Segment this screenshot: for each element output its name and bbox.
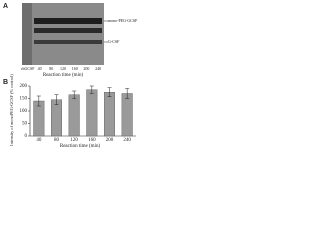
gel — [22, 3, 108, 65]
x-axis-label: Reaction time (min) — [60, 144, 101, 149]
bar — [51, 99, 63, 137]
gel-background — [22, 3, 104, 65]
lane-label: rhGCSF — [21, 66, 35, 71]
bar — [68, 94, 80, 137]
lane-label: 240 — [95, 66, 101, 71]
panel-label: B — [3, 79, 8, 86]
band-label: mono-PEG-GCSF — [108, 18, 138, 23]
bar — [86, 89, 98, 137]
x-tick-label: 240 — [123, 138, 131, 143]
error-bar — [36, 95, 41, 107]
y-tick-label: 50 — [22, 122, 28, 127]
bar — [103, 92, 115, 137]
lane-label: 80 — [49, 66, 53, 71]
lane-label: 160 — [72, 66, 78, 71]
lane-label: 120 — [60, 66, 66, 71]
x-tick-label: 120 — [70, 138, 78, 143]
error-bar — [54, 94, 59, 105]
lane-label: 200 — [83, 66, 89, 71]
upper-band — [34, 28, 102, 33]
figure: A mono-PEG-GCSF G-CSF Reaction time (min… — [3, 3, 138, 149]
panel-label: A — [3, 3, 8, 10]
x-tick-label: 80 — [54, 138, 60, 143]
y-tick-label: 0 — [25, 134, 28, 139]
x-tick-label: 160 — [88, 138, 96, 143]
bar — [121, 93, 133, 137]
gcsf-band — [34, 40, 102, 44]
peg-band — [34, 18, 102, 24]
error-bar — [125, 88, 130, 99]
marker-lane — [22, 3, 32, 65]
y-tick-label: 150 — [20, 97, 28, 102]
x-tick-label: 40 — [36, 138, 42, 143]
y-tick-label: 100 — [20, 109, 28, 114]
error-bar — [89, 85, 94, 94]
x-tick-label: 200 — [106, 138, 114, 143]
y-tick-label: 200 — [20, 84, 28, 89]
band-label: G-CSF — [108, 39, 120, 44]
error-bar — [72, 90, 77, 99]
x-axis-label: Reaction time (min) — [43, 73, 84, 78]
lane-label: 40 — [38, 66, 42, 71]
y-axis-label: Intensity of monoPEG-GCSF (% control) — [9, 74, 14, 146]
error-bar — [107, 87, 112, 97]
